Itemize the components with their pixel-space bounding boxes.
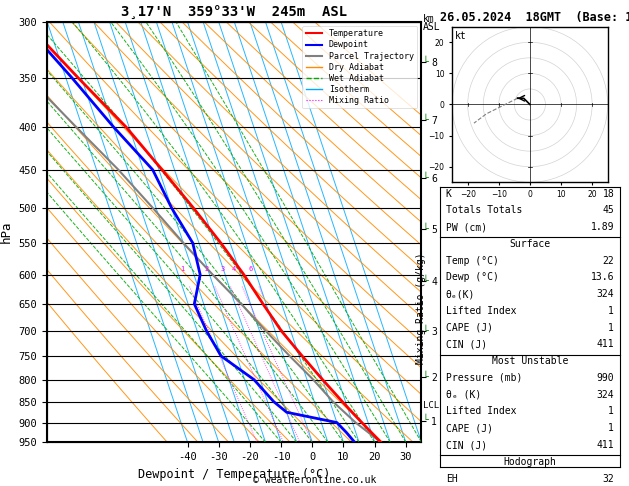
Text: └: └ bbox=[422, 372, 428, 382]
Text: CIN (J): CIN (J) bbox=[446, 339, 487, 349]
Text: 32: 32 bbox=[603, 473, 614, 484]
Text: CAPE (J): CAPE (J) bbox=[446, 423, 493, 433]
Text: Dewp (°C): Dewp (°C) bbox=[446, 272, 499, 282]
Text: LCL: LCL bbox=[423, 401, 440, 411]
Y-axis label: hPa: hPa bbox=[0, 221, 13, 243]
Text: 2: 2 bbox=[205, 265, 209, 272]
Text: Pressure (mb): Pressure (mb) bbox=[446, 373, 522, 383]
Text: 411: 411 bbox=[596, 440, 614, 450]
Text: Hodograph: Hodograph bbox=[503, 457, 557, 467]
Text: 1: 1 bbox=[608, 406, 614, 417]
Text: 324: 324 bbox=[596, 390, 614, 399]
Text: K: K bbox=[446, 189, 452, 198]
Text: └: └ bbox=[422, 115, 428, 125]
Text: Lifted Index: Lifted Index bbox=[446, 306, 516, 316]
Text: └: └ bbox=[422, 57, 428, 67]
Text: 18: 18 bbox=[603, 189, 614, 198]
Legend: Temperature, Dewpoint, Parcel Trajectory, Dry Adiabat, Wet Adiabat, Isotherm, Mi: Temperature, Dewpoint, Parcel Trajectory… bbox=[303, 26, 417, 108]
Text: 1: 1 bbox=[608, 323, 614, 332]
Text: Surface: Surface bbox=[509, 239, 550, 249]
Text: └: └ bbox=[422, 225, 428, 234]
Text: 6: 6 bbox=[248, 265, 253, 272]
Text: 3: 3 bbox=[221, 265, 225, 272]
Text: └: └ bbox=[422, 416, 428, 426]
Text: Temp (°C): Temp (°C) bbox=[446, 256, 499, 265]
Text: © weatheronline.co.uk: © weatheronline.co.uk bbox=[253, 475, 376, 485]
Text: 1: 1 bbox=[608, 423, 614, 433]
Title: 3¸17'N  359°33'W  245m  ASL: 3¸17'N 359°33'W 245m ASL bbox=[121, 5, 347, 19]
Text: └: └ bbox=[422, 276, 428, 286]
Text: 990: 990 bbox=[596, 373, 614, 383]
Text: 26.05.2024  18GMT  (Base: 18): 26.05.2024 18GMT (Base: 18) bbox=[440, 11, 629, 24]
Text: 1: 1 bbox=[608, 306, 614, 316]
Text: θₑ(K): θₑ(K) bbox=[446, 289, 475, 299]
Text: 1: 1 bbox=[180, 265, 184, 272]
Text: Lifted Index: Lifted Index bbox=[446, 406, 516, 417]
Text: 1.89: 1.89 bbox=[591, 222, 614, 232]
Text: θₑ (K): θₑ (K) bbox=[446, 390, 481, 399]
Text: CAPE (J): CAPE (J) bbox=[446, 323, 493, 332]
Text: 411: 411 bbox=[596, 339, 614, 349]
Text: 22: 22 bbox=[603, 256, 614, 265]
Text: km: km bbox=[423, 14, 435, 24]
Text: 45: 45 bbox=[603, 205, 614, 215]
Text: Totals Totals: Totals Totals bbox=[446, 205, 522, 215]
Text: 4: 4 bbox=[232, 265, 236, 272]
Text: PW (cm): PW (cm) bbox=[446, 222, 487, 232]
Text: EH: EH bbox=[446, 473, 457, 484]
Text: Most Unstable: Most Unstable bbox=[492, 356, 568, 366]
Text: Mixing Ratio (g/kg): Mixing Ratio (g/kg) bbox=[416, 253, 426, 364]
Text: 324: 324 bbox=[596, 289, 614, 299]
Text: └: └ bbox=[422, 173, 428, 183]
Text: 13.6: 13.6 bbox=[591, 272, 614, 282]
Text: CIN (J): CIN (J) bbox=[446, 440, 487, 450]
Text: └: └ bbox=[422, 326, 428, 336]
Text: ASL: ASL bbox=[423, 22, 440, 32]
X-axis label: Dewpoint / Temperature (°C): Dewpoint / Temperature (°C) bbox=[138, 468, 330, 481]
Text: kt: kt bbox=[455, 32, 467, 41]
